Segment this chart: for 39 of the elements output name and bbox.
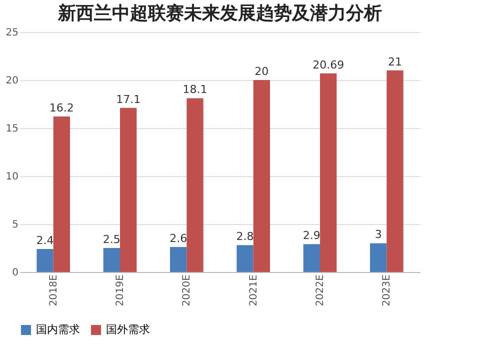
- bar: [36, 248, 54, 272]
- bar: [370, 243, 387, 272]
- y-tick-label: 10: [6, 172, 18, 182]
- x-tick-label: 2021E: [248, 274, 260, 306]
- data-label: 21: [388, 55, 402, 68]
- data-label: 2.9: [302, 229, 320, 242]
- bar: [186, 98, 204, 272]
- legend-label: 国内需求: [36, 323, 80, 336]
- bar: [120, 108, 137, 272]
- bar: [53, 116, 70, 272]
- bar: [103, 248, 120, 272]
- y-tick-label: 25: [6, 28, 18, 38]
- bar: [253, 80, 270, 272]
- data-label: 20.69: [312, 58, 344, 72]
- data-label: 2.8: [236, 230, 254, 244]
- data-label: 18.1: [182, 83, 208, 96]
- x-tick-label: 2023E: [382, 274, 393, 306]
- y-tick-label: 20: [6, 76, 18, 86]
- data-label: 16.2: [49, 101, 74, 114]
- y-tick-label: 15: [6, 124, 18, 134]
- bar: [303, 244, 320, 272]
- x-tick-label: 2019E: [115, 274, 126, 306]
- legend-label: 国外需求: [106, 323, 150, 336]
- bar: [170, 247, 187, 272]
- bar: [236, 245, 254, 272]
- data-label: 17.1: [116, 92, 141, 106]
- data-label: 2.6: [170, 232, 188, 246]
- y-tick-label: 0: [12, 268, 18, 278]
- x-tick-label: 2020E: [182, 274, 193, 306]
- data-label: 2.5: [102, 233, 120, 246]
- bar: [386, 70, 404, 272]
- bar: [320, 73, 337, 272]
- x-tick-label: 2018E: [48, 274, 60, 306]
- data-label: 20: [254, 65, 269, 78]
- data-label: 3: [374, 228, 382, 242]
- data-label: 2.4: [36, 234, 54, 247]
- y-tick-label: 5: [12, 220, 18, 230]
- chart-title: 新西兰中超联赛未来发展趋势及潜力分析: [57, 3, 382, 24]
- x-tick-label: 2022E: [315, 274, 326, 306]
